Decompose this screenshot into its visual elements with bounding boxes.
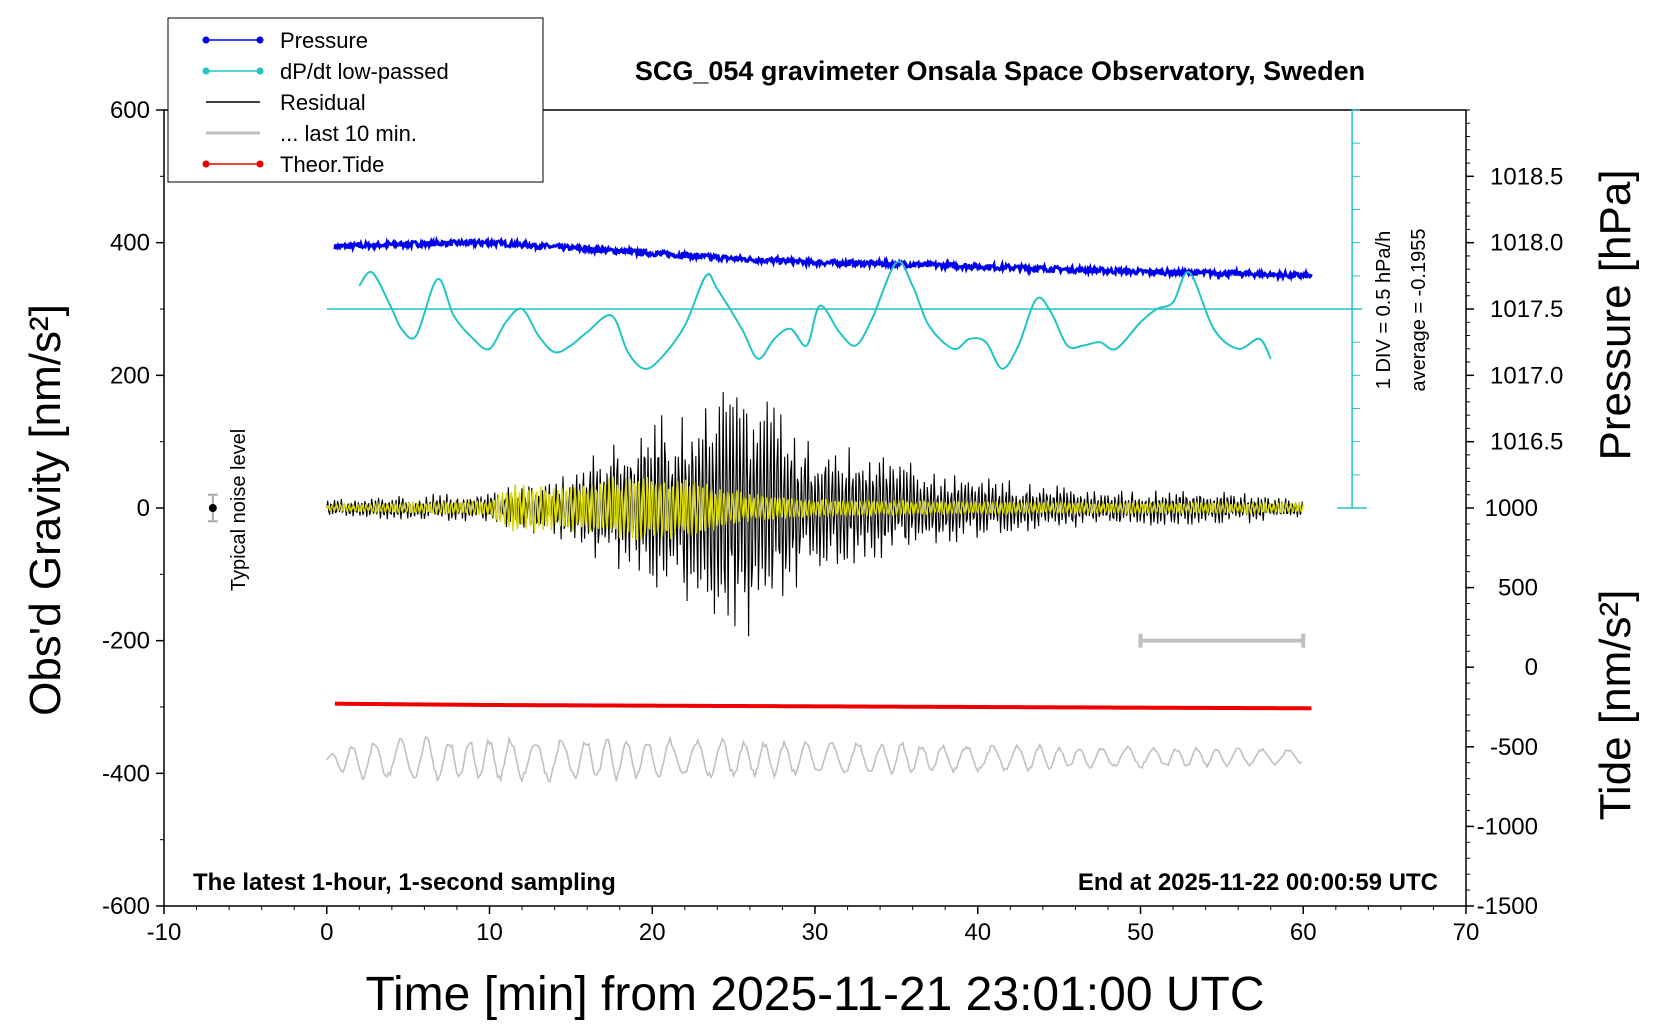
pressure-line xyxy=(333,235,1313,283)
legend-marker xyxy=(256,36,264,44)
series-layer xyxy=(326,235,1313,784)
legend-marker xyxy=(256,67,264,75)
x-tick-label: 0 xyxy=(320,919,333,946)
tide-tick-label: -500 xyxy=(1490,734,1538,761)
tide-tick-label: 500 xyxy=(1498,575,1538,602)
y-axis-label-pressure: Pressure [hPa] xyxy=(1591,169,1640,460)
x-tick-label: 30 xyxy=(802,919,829,946)
legend-label: Residual xyxy=(280,90,366,115)
pressure-tick-label: 1018.0 xyxy=(1490,230,1563,257)
tide-tick-label: 0 xyxy=(1525,654,1538,681)
pressure-tick-label: 1017.5 xyxy=(1490,296,1563,323)
dpdt-line xyxy=(358,260,1272,370)
x-tick-label: 70 xyxy=(1453,919,1480,946)
x-tick-label: 50 xyxy=(1127,919,1154,946)
legend-label: Theor.Tide xyxy=(280,152,384,177)
y-tick-label: -200 xyxy=(102,628,150,655)
pressure-tick-label: 1017.0 xyxy=(1490,362,1563,389)
tide-line xyxy=(334,701,1312,711)
pressure-tick-label: 1018.5 xyxy=(1490,163,1563,190)
legend-label: Pressure xyxy=(280,28,368,53)
dpdt-axis xyxy=(326,109,1368,509)
x-axis-label: Time [min] from 2025-11-21 23:01:00 UTC xyxy=(365,968,1264,1020)
y-tick-label: 600 xyxy=(110,97,150,124)
y-axis-label-left: Obs'd Gravity [nm/s²] xyxy=(21,304,70,716)
x-axis: -10 0 10 20 30 40 50 60 70 xyxy=(147,906,1480,946)
legend-label: dP/dt low-passed xyxy=(280,59,449,84)
tide-tick-label: -1500 xyxy=(1477,893,1538,920)
y-tick-label: -600 xyxy=(102,893,150,920)
note-latest-hour: The latest 1-hour, 1-second sampling xyxy=(193,869,616,896)
gravity-y-axis: 600 400 200 0 -200 -400 -600 xyxy=(102,97,164,920)
legend-marker xyxy=(256,160,264,168)
note-end-time: End at 2025-11-22 00:00:59 UTC xyxy=(1078,869,1438,896)
x-tick-label: -10 xyxy=(147,919,182,946)
x-tick-label: 60 xyxy=(1290,919,1317,946)
noise-level-label: Typical noise level xyxy=(228,429,250,591)
dpdt-average-label: average = -0.1955 xyxy=(1408,229,1430,392)
y-tick-label: 0 xyxy=(137,495,150,522)
legend-label: ... last 10 min. xyxy=(280,121,417,146)
y-tick-label: 400 xyxy=(110,230,150,257)
chart-title: SCG_054 gravimeter Onsala Space Observat… xyxy=(635,56,1365,86)
y-tick-label: 200 xyxy=(110,362,150,389)
pressure-y-axis: 1018.5 1018.0 1017.5 1017.0 1016.5 xyxy=(1466,109,1563,509)
y-tick-label: -400 xyxy=(102,760,150,787)
legend: Pressure dP/dt low-passed Residual ... last… xyxy=(167,17,544,183)
x-tick-label: 40 xyxy=(964,919,991,946)
legend-marker xyxy=(202,36,210,44)
tide-tick-label: 1000 xyxy=(1485,495,1538,522)
x-tick-label: 20 xyxy=(639,919,666,946)
legend-marker xyxy=(202,67,210,75)
legend-marker xyxy=(202,160,210,168)
noise-level-marker xyxy=(207,493,218,523)
pressure-tick-label: 1016.5 xyxy=(1490,429,1563,456)
tide-y-axis: 1000 500 0 -500 -1000 -1500 xyxy=(1466,495,1538,920)
dpdt-scale-label: 1 DIV = 0.5 hPa/h xyxy=(1373,231,1395,389)
residual-filtered-line xyxy=(326,476,1304,541)
noise-point xyxy=(208,504,217,512)
tide-tick-label: -1000 xyxy=(1477,813,1538,840)
ten-minute-bar xyxy=(1138,633,1306,648)
last-ten-min-line xyxy=(326,735,1303,784)
y-axis-label-tide: Tide [nm/s²] xyxy=(1591,590,1640,821)
x-tick-label: 10 xyxy=(476,919,503,946)
